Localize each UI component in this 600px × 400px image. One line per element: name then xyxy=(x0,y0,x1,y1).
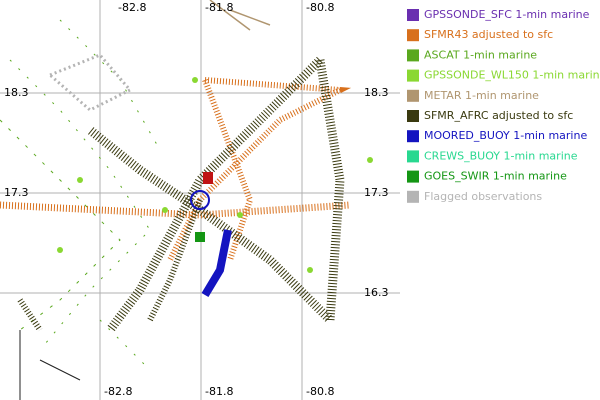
legend-label: GOES_SWIR 1-min marine xyxy=(424,170,567,183)
flagged xyxy=(47,53,133,112)
marker xyxy=(203,172,213,184)
grid-labels: -82.8 -81.8 -80.8 -82.8 -81.8 -80.8 18.3… xyxy=(4,1,389,398)
legend-swatch xyxy=(407,29,419,42)
lat-label: 16.3 xyxy=(364,286,389,299)
legend-label: SFMR_AFRC adjusted to sfc xyxy=(424,109,573,122)
legend-label: MOORED_BUOY 1-min marine xyxy=(424,129,587,142)
buoy-marker xyxy=(190,190,210,210)
lat-label: 18.3 xyxy=(4,86,29,99)
lon-label: -82.8 xyxy=(104,385,132,398)
observations xyxy=(0,0,352,400)
sfmr43-track xyxy=(0,201,351,219)
legend-label: Flagged observations xyxy=(424,190,542,203)
legend-label: CREWS_BUOY 1-min marine xyxy=(424,149,578,162)
legend-swatch xyxy=(407,130,419,143)
lon-label: -81.8 xyxy=(205,385,233,398)
sfmr-afrc-track xyxy=(17,198,203,332)
legend-swatch xyxy=(407,150,419,163)
legend-swatch xyxy=(407,49,419,62)
lat-label: 18.3 xyxy=(364,86,389,99)
legend-swatch xyxy=(407,170,419,183)
dot xyxy=(192,77,198,83)
dot xyxy=(162,207,168,213)
legend-label: ASCAT 1-min marine xyxy=(424,48,537,61)
legend-label: GPSSONDE_WL150 1-min marine xyxy=(424,69,600,82)
moored-buoy xyxy=(201,229,232,298)
metar xyxy=(209,0,271,31)
sfmr-afrc-track xyxy=(87,56,345,333)
legend-swatch xyxy=(407,9,419,21)
legend: GPSSONDE_SFC 1-min marine SFMR43 adjusted… xyxy=(407,8,600,203)
legend-swatch xyxy=(407,69,419,82)
lat-label: 17.3 xyxy=(4,186,29,199)
lat-label: 17.3 xyxy=(364,186,389,199)
goes-marker xyxy=(195,232,205,242)
dot xyxy=(237,212,243,218)
legend-label: GPSSONDE_SFC 1-min marine xyxy=(424,8,590,21)
legend-swatch xyxy=(407,110,419,122)
lon-label: -81.8 xyxy=(205,1,233,14)
legend-label: SFMR43 adjusted to sfc xyxy=(424,28,553,41)
lon-label: -82.8 xyxy=(118,1,146,14)
barbs xyxy=(19,330,81,400)
lon-label: -80.8 xyxy=(306,1,334,14)
dot xyxy=(367,157,373,163)
legend-swatch xyxy=(407,190,419,203)
dot xyxy=(77,177,83,183)
legend-swatch xyxy=(407,89,419,102)
lon-label: -80.8 xyxy=(306,385,334,398)
green-dots xyxy=(57,77,373,273)
legend-label: METAR 1-min marine xyxy=(424,89,539,102)
dot xyxy=(57,247,63,253)
dot xyxy=(307,267,313,273)
